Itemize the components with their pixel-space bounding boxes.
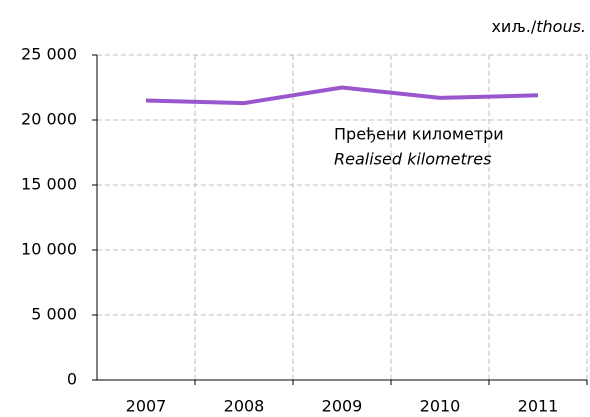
y-tick-label: 10 000 [21, 240, 77, 259]
unit-label: хиљ./thous. [491, 17, 586, 36]
y-tick-label: 25 000 [21, 45, 77, 64]
annotation: Realised kilometres [334, 150, 491, 169]
x-tick-label: 2011 [518, 397, 559, 416]
y-tick-label: 15 000 [21, 175, 77, 194]
y-tick-label: 5 000 [31, 305, 77, 324]
x-tick-label: 2010 [420, 397, 461, 416]
unit-italic: thous. [536, 17, 586, 36]
x-tick-label: 2009 [322, 397, 363, 416]
unit-plain: хиљ./ [491, 17, 536, 36]
annotation: Пређени километри [334, 125, 504, 144]
series-line [145, 85, 539, 106]
y-tick-label: 20 000 [21, 110, 77, 129]
x-tick-label: 2007 [126, 397, 167, 416]
y-tick-label: 0 [67, 370, 77, 389]
x-tick-label: 2008 [224, 397, 265, 416]
